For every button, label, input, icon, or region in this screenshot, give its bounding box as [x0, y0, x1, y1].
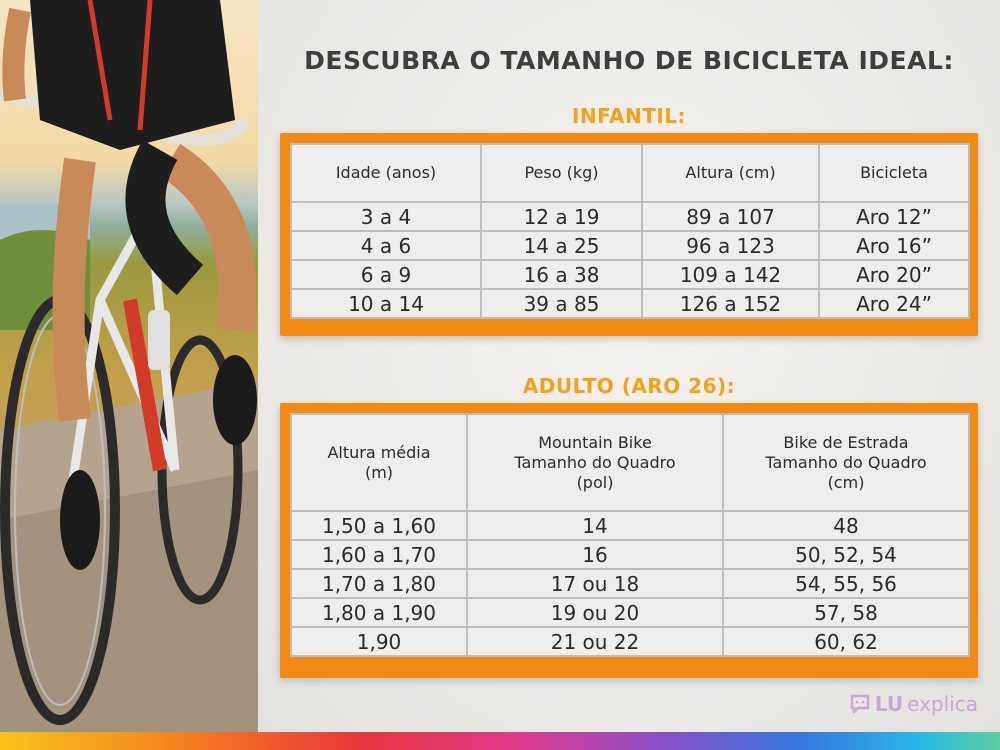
page-title: DESCUBRA O TAMANHO DE BICICLETA IDEAL:: [304, 46, 954, 75]
table-cell: 1,50 a 1,60: [290, 510, 468, 541]
table-cell: 14: [466, 510, 724, 541]
column-header: Altura (cm): [641, 143, 820, 203]
column-header: Peso (kg): [480, 143, 643, 203]
infantil-table: Idade (anos) Peso (kg) Altura (cm) Bicic…: [290, 143, 970, 319]
table-cell: 96 a 123: [641, 230, 820, 261]
section-title-infantil: INFANTIL:: [571, 104, 687, 128]
table-cell: 14 a 25: [480, 230, 643, 261]
table-cell: 6 a 9: [290, 259, 482, 290]
table-cell: 3 a 4: [290, 201, 482, 232]
table-cell: 17 ou 18: [466, 568, 724, 599]
table-cell: 19 ou 20: [466, 597, 724, 628]
section-title-adulto: ADULTO (ARO 26):: [522, 374, 736, 398]
brand-name-part1: LU: [874, 692, 904, 716]
adulto-table: Altura média (m) Mountain Bike Tamanho d…: [290, 413, 970, 657]
table-cell: 16: [466, 539, 724, 570]
table-cell: 10 a 14: [290, 288, 482, 319]
column-header: Bicicleta: [818, 143, 970, 203]
table-cell: 50, 52, 54: [722, 539, 970, 570]
table-cell: 89 a 107: [641, 201, 820, 232]
table-cell: 1,90: [290, 626, 468, 657]
header-line: (cm): [827, 472, 865, 492]
table-row: 1,60 a 1,70 16 50, 52, 54: [290, 539, 970, 570]
table-row: 6 a 9 16 a 38 109 a 142 Aro 20”: [290, 259, 970, 290]
table-cell: 16 a 38: [480, 259, 643, 290]
table-cell: 48: [722, 510, 970, 541]
table-cell: 1,60 a 1,70: [290, 539, 468, 570]
column-header: Mountain Bike Tamanho do Quadro (pol): [466, 413, 724, 512]
table-cell: 109 a 142: [641, 259, 820, 290]
column-header: Idade (anos): [290, 143, 482, 203]
header-line: Tamanho do Quadro: [765, 452, 927, 472]
table-cell: Aro 20”: [818, 259, 970, 290]
table-row: 1,50 a 1,60 14 48: [290, 510, 970, 541]
column-header: Bike de Estrada Tamanho do Quadro (cm): [722, 413, 970, 512]
header-line: Tamanho do Quadro: [514, 452, 676, 472]
brand-logo: LU explica: [849, 692, 978, 716]
cyclist-photo: [0, 0, 258, 732]
chat-bubble-icon: [850, 694, 870, 714]
table-cell: 1,80 a 1,90: [290, 597, 468, 628]
table-cell: 60, 62: [722, 626, 970, 657]
table-row: 1,90 21 ou 22 60, 62: [290, 626, 970, 657]
table-cell: 54, 55, 56: [722, 568, 970, 599]
header-line: (pol): [576, 472, 614, 492]
table-cell: 4 a 6: [290, 230, 482, 261]
table-row: 1,70 a 1,80 17 ou 18 54, 55, 56: [290, 568, 970, 599]
table-row: 10 a 14 39 a 85 126 a 152 Aro 24”: [290, 288, 970, 319]
brand-name-part2: explica: [907, 692, 978, 716]
table-header-row: Idade (anos) Peso (kg) Altura (cm) Bicic…: [290, 143, 970, 203]
header-line: Altura média: [327, 442, 431, 462]
size-guide-panel: DESCUBRA O TAMANHO DE BICICLETA IDEAL: I…: [258, 0, 1000, 732]
table-cell: 21 ou 22: [466, 626, 724, 657]
table-row: 1,80 a 1,90 19 ou 20 57, 58: [290, 597, 970, 628]
table-row: 4 a 6 14 a 25 96 a 123 Aro 16”: [290, 230, 970, 261]
header-line: Mountain Bike: [538, 432, 652, 452]
table-row: 3 a 4 12 a 19 89 a 107 Aro 12”: [290, 201, 970, 232]
header-line: (m): [364, 462, 394, 482]
table-cell: 126 a 152: [641, 288, 820, 319]
table-cell: Aro 24”: [818, 288, 970, 319]
cyclist-illustration: [0, 0, 258, 732]
table-cell: 39 a 85: [480, 288, 643, 319]
table-cell: Aro 16”: [818, 230, 970, 261]
header-line: Bike de Estrada: [783, 432, 909, 452]
table-cell: Aro 12”: [818, 201, 970, 232]
rainbow-stripe: [0, 732, 1000, 750]
column-header: Altura média (m): [290, 413, 468, 512]
table-header-row: Altura média (m) Mountain Bike Tamanho d…: [290, 413, 970, 512]
table-cell: 57, 58: [722, 597, 970, 628]
table-cell: 12 a 19: [480, 201, 643, 232]
table-cell: 1,70 a 1,80: [290, 568, 468, 599]
